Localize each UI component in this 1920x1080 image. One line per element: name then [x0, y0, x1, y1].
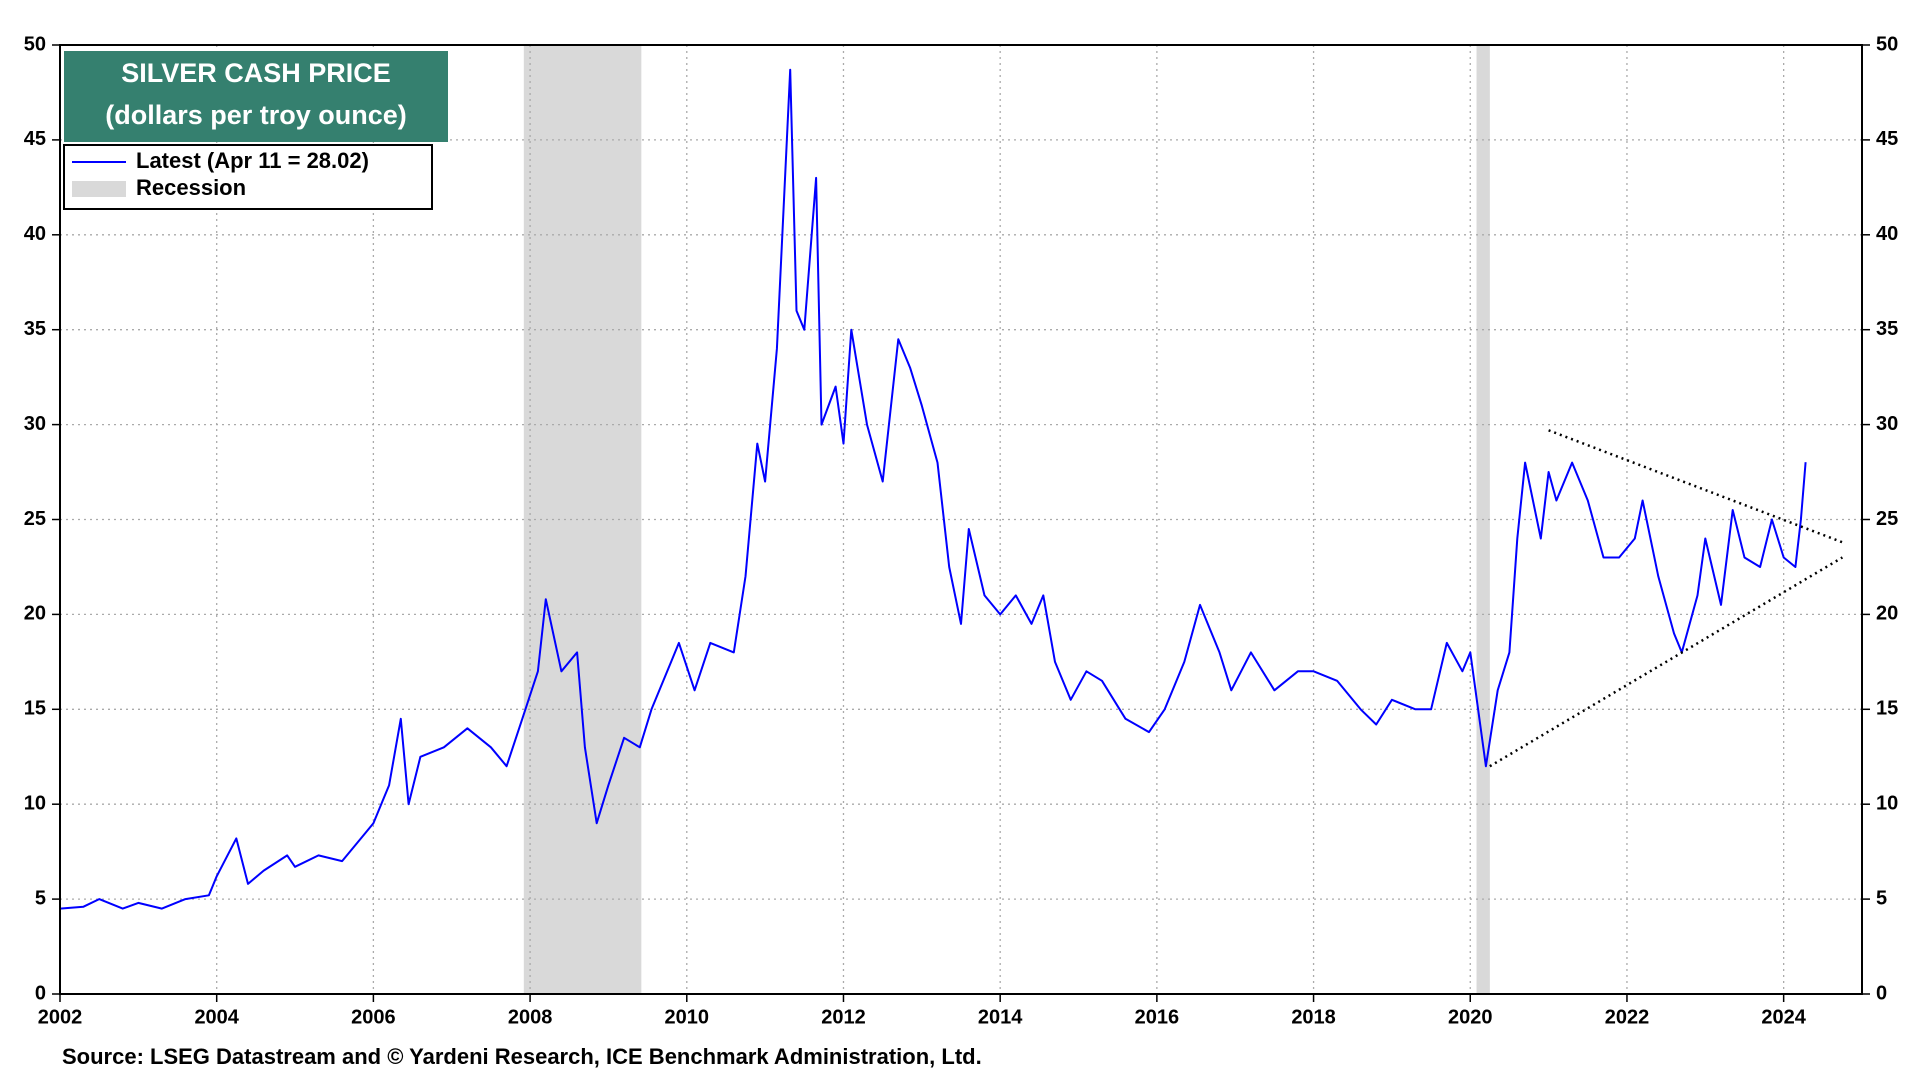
x-tick-label: 2014	[978, 1006, 1023, 1028]
y2-tick-label: 15	[1876, 698, 1898, 720]
y-tick-label: 40	[24, 223, 46, 245]
y2-tick-label: 5	[1876, 887, 1887, 909]
x-tick-label: 2002	[38, 1006, 83, 1028]
legend-label: Recession	[136, 175, 246, 200]
y-tick-label: 30	[24, 413, 46, 435]
title-box	[64, 51, 448, 142]
y2-tick-label: 25	[1876, 508, 1898, 530]
x-tick-label: 2008	[508, 1006, 553, 1028]
chart-title: SILVER CASH PRICE	[121, 58, 391, 88]
x-tick-label: 2016	[1135, 1006, 1180, 1028]
y-tick-label: 5	[35, 887, 46, 909]
trend-line	[1489, 556, 1844, 768]
y-tick-label: 50	[24, 33, 46, 55]
legend-swatch	[72, 181, 126, 197]
trend-line	[1548, 429, 1843, 544]
y2-tick-label: 40	[1876, 223, 1898, 245]
x-tick-label: 2018	[1291, 1006, 1336, 1028]
y-tick-label: 35	[24, 318, 46, 340]
legend-box	[63, 144, 433, 210]
x-tick-label: 2004	[194, 1006, 239, 1028]
y2-tick-label: 10	[1876, 792, 1898, 814]
y-tick-label: 20	[24, 603, 46, 625]
y-tick-label: 0	[35, 982, 46, 1004]
legend-label: Latest (Apr 11 = 28.02)	[136, 148, 369, 173]
chart-subtitle: (dollars per troy ounce)	[105, 100, 407, 130]
y2-tick-label: 20	[1876, 603, 1898, 625]
y2-tick-label: 50	[1876, 33, 1898, 55]
plot-frame	[59, 44, 1863, 995]
y-tick-label: 10	[24, 792, 46, 814]
y-tick-label: 15	[24, 698, 46, 720]
x-tick-label: 2020	[1448, 1006, 1493, 1028]
y2-tick-label: 45	[1876, 128, 1898, 150]
source: Source: LSEG Datastream and © Yardeni Re…	[62, 1044, 982, 1069]
series-line	[59, 68, 1807, 910]
y2-tick-label: 30	[1876, 413, 1898, 435]
x-tick-label: 2010	[665, 1006, 710, 1028]
y-tick-label: 25	[24, 508, 46, 530]
y-tick-label: 45	[24, 128, 46, 150]
x-tick-label: 2012	[821, 1006, 866, 1028]
y2-tick-label: 0	[1876, 982, 1887, 1004]
x-tick-label: 2024	[1761, 1006, 1806, 1028]
x-tick-label: 2022	[1605, 1006, 1650, 1028]
x-tick-label: 2006	[351, 1006, 396, 1028]
y2-tick-label: 35	[1876, 318, 1898, 340]
